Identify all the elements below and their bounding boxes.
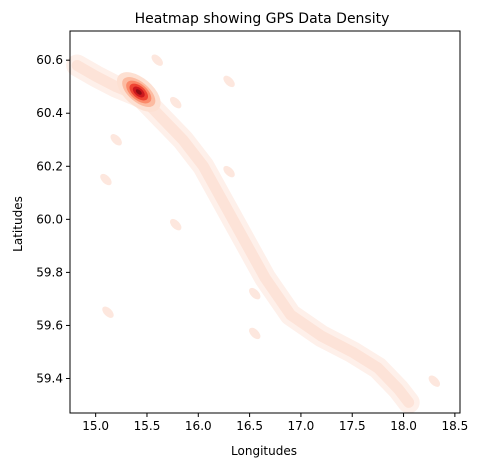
chart-title: Heatmap showing GPS Data Density	[135, 11, 390, 27]
density-band-inner	[71, 59, 415, 408]
x-tick-label: 18.5	[442, 419, 469, 433]
x-axis-label: Longitudes	[231, 444, 297, 458]
x-tick-label: 17.5	[339, 419, 366, 433]
density-blob	[428, 375, 441, 387]
y-axis-label: Latitudes	[11, 196, 25, 252]
y-tick-label: 60.2	[36, 159, 63, 173]
x-tick-label: 16.0	[185, 419, 212, 433]
y-tick-label: 60.6	[36, 53, 63, 67]
plot-area	[66, 30, 461, 414]
x-axis-ticks: 15.0 15.5 16.0 16.5 17.0 17.5 18.0 18.5	[82, 413, 468, 433]
density-blob	[223, 75, 235, 88]
x-tick-label: 16.5	[236, 419, 263, 433]
density-blob	[110, 134, 122, 146]
density-blob	[100, 173, 112, 186]
y-tick-label: 59.6	[36, 318, 63, 332]
x-tick-label: 18.0	[390, 419, 417, 433]
density-blob	[170, 218, 182, 231]
y-axis-ticks: 59.4 59.6 59.8 60.0 60.2 60.4 60.6	[36, 53, 70, 386]
density-blob	[102, 306, 114, 318]
density-blob	[151, 54, 163, 66]
x-tick-label: 17.0	[288, 419, 315, 433]
density-blob	[249, 327, 261, 340]
x-tick-label: 15.5	[134, 419, 161, 433]
density-blob	[170, 96, 182, 109]
axes-frame	[69, 30, 461, 414]
y-tick-label: 60.4	[36, 106, 63, 120]
x-tick-label: 15.0	[82, 419, 109, 433]
y-tick-label: 59.4	[36, 372, 63, 386]
density-blob	[223, 165, 235, 178]
y-tick-label: 60.0	[36, 212, 63, 226]
y-tick-label: 59.8	[36, 265, 63, 279]
density-layer	[66, 54, 441, 414]
density-blob	[249, 287, 261, 300]
hotspot-contour	[135, 89, 142, 95]
